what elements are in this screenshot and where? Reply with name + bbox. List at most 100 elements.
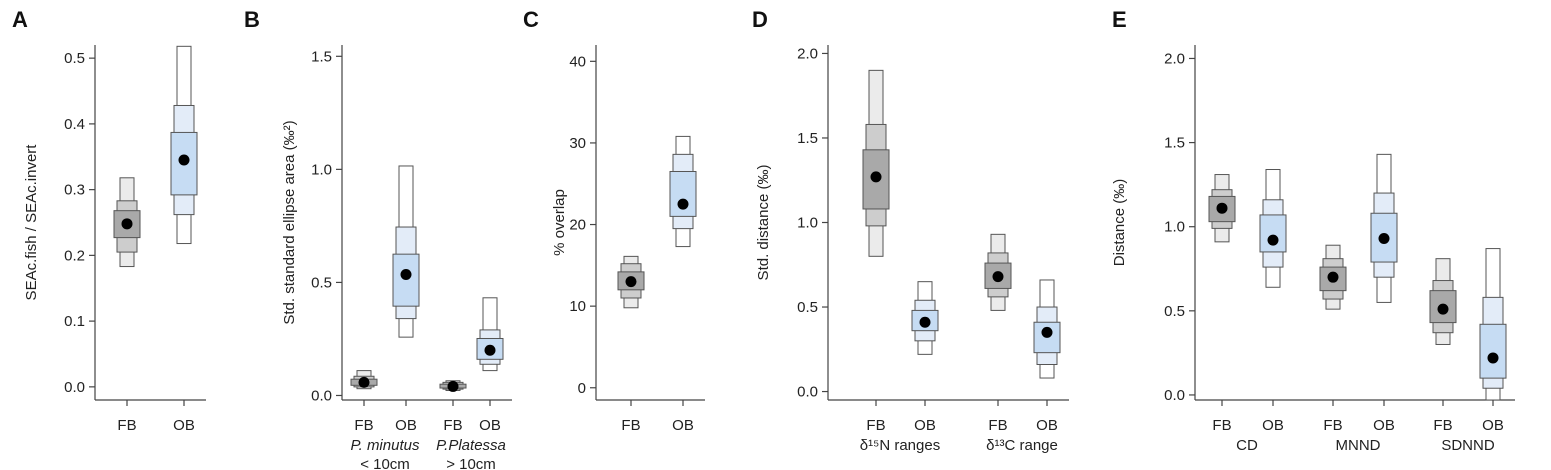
mode-point — [1041, 326, 1053, 338]
mode-point — [121, 218, 133, 230]
y-tick-label: 0 — [578, 380, 586, 397]
group-label: CD — [1236, 437, 1258, 454]
x-category-label: FB — [117, 417, 136, 434]
y-tick-label: 10 — [569, 298, 586, 315]
box-fb — [350, 370, 378, 390]
y-tick-label: 1.0 — [797, 215, 818, 232]
group-label: MNND — [1336, 437, 1381, 454]
y-tick-label: 0.0 — [64, 379, 85, 396]
x-category-label: OB — [479, 417, 501, 434]
box-fb — [1429, 258, 1457, 345]
mode-point — [1267, 234, 1279, 246]
y-tick-label: 1.5 — [1164, 135, 1185, 152]
y-tick-label: 0.3 — [64, 182, 85, 199]
panel-label: A — [12, 7, 28, 32]
mode-point — [358, 376, 370, 388]
mode-point — [1437, 303, 1449, 315]
box-fb — [1208, 174, 1236, 243]
panel-label: D — [752, 7, 768, 32]
ci50-interval-box — [1370, 212, 1398, 263]
y-tick-label: 1.0 — [311, 161, 332, 178]
group-label: SDNND — [1441, 437, 1495, 454]
x-category-label: OB — [1482, 417, 1504, 434]
y-axis-label: Distance (‰) — [1111, 179, 1128, 267]
y-tick-label: 0.5 — [797, 299, 818, 316]
x-category-label: OB — [395, 417, 417, 434]
y-tick-label: 0.2 — [64, 247, 85, 264]
x-category-label: OB — [173, 417, 195, 434]
mode-point — [677, 198, 689, 210]
box-ob — [170, 45, 198, 245]
x-category-label: FB — [1212, 417, 1231, 434]
y-tick-label: 0.5 — [311, 274, 332, 291]
group-label: δ¹³C range — [986, 437, 1058, 454]
mode-point — [1378, 232, 1390, 244]
y-tick-label: 0.5 — [1164, 303, 1185, 320]
mode-point — [1487, 352, 1499, 364]
box-fb — [617, 255, 645, 309]
box-ob — [1479, 248, 1507, 401]
y-tick-label: 0.0 — [311, 387, 332, 404]
box-fb — [984, 233, 1012, 311]
x-category-label: OB — [1262, 417, 1284, 434]
y-axis-label: % overlap — [551, 189, 568, 256]
mode-point — [178, 154, 190, 166]
x-category-label: FB — [1433, 417, 1452, 434]
ci50-interval-box — [1479, 323, 1507, 379]
mode-point — [1327, 271, 1339, 283]
x-category-label: FB — [1323, 417, 1342, 434]
x-category-label: FB — [988, 417, 1007, 434]
box-ob — [476, 297, 504, 372]
x-category-label: FB — [354, 417, 373, 434]
y-tick-label: 1.5 — [311, 48, 332, 65]
panel-A: A 0.0 0.1 0.2 0.3 0.4 0.5 SEAc.fish / SEAc.inve… — [12, 7, 206, 434]
mode-point — [1216, 202, 1228, 214]
mode-point — [400, 269, 412, 281]
group-label: P.Platessa — [436, 437, 506, 454]
x-category-label: OB — [914, 417, 936, 434]
ci50-interval-box — [1259, 214, 1287, 253]
box-ob — [1370, 153, 1398, 303]
box-fb — [862, 69, 890, 257]
panel-label: C — [523, 7, 539, 32]
y-axis-label: Std. distance (‰) — [755, 165, 772, 281]
y-tick-label: 30 — [569, 135, 586, 152]
y-tick-label: 40 — [569, 53, 586, 70]
y-tick-label: 20 — [569, 217, 586, 234]
box-ob — [1033, 279, 1061, 379]
y-tick-label: 1.5 — [797, 130, 818, 147]
ci50-interval-box — [669, 170, 697, 217]
mode-point — [919, 316, 931, 328]
box-ob — [911, 281, 939, 355]
ci50-interval-box — [862, 149, 890, 210]
y-axis-label: SEAc.fish / SEAc.invert — [23, 144, 40, 301]
x-category-label: FB — [443, 417, 462, 434]
group-label: P. minutus — [351, 437, 420, 454]
y-tick-label: 0.1 — [64, 313, 85, 330]
mode-point — [447, 380, 459, 392]
box-ob — [669, 135, 697, 248]
x-category-label: FB — [866, 417, 885, 434]
ci50-interval-box — [392, 253, 420, 307]
panel-B: B 0.0 0.5 1.0 1.5 Std. standard ellipse area … — [244, 7, 512, 470]
box-ob — [1259, 169, 1287, 288]
panel-label: B — [244, 7, 260, 32]
y-tick-label: 0.0 — [1164, 387, 1185, 404]
y-tick-label: 2.0 — [1164, 50, 1185, 67]
mode-point — [625, 276, 637, 288]
y-tick-label: 1.0 — [1164, 219, 1185, 236]
group-sublabel: < 10cm — [360, 456, 410, 470]
y-axis-label: Std. standard ellipse area (‰²) — [281, 120, 298, 324]
box-fb — [439, 380, 467, 392]
y-tick-label: 0.4 — [64, 116, 85, 133]
x-category-label: OB — [672, 417, 694, 434]
mode-point — [992, 271, 1004, 283]
x-category-label: OB — [1373, 417, 1395, 434]
y-tick-label: 0.0 — [797, 384, 818, 401]
mode-point — [870, 171, 882, 183]
y-tick-label: 2.0 — [797, 45, 818, 62]
y-tick-label: 0.5 — [64, 50, 85, 67]
mode-point — [484, 344, 496, 356]
panel-label: E — [1112, 7, 1127, 32]
